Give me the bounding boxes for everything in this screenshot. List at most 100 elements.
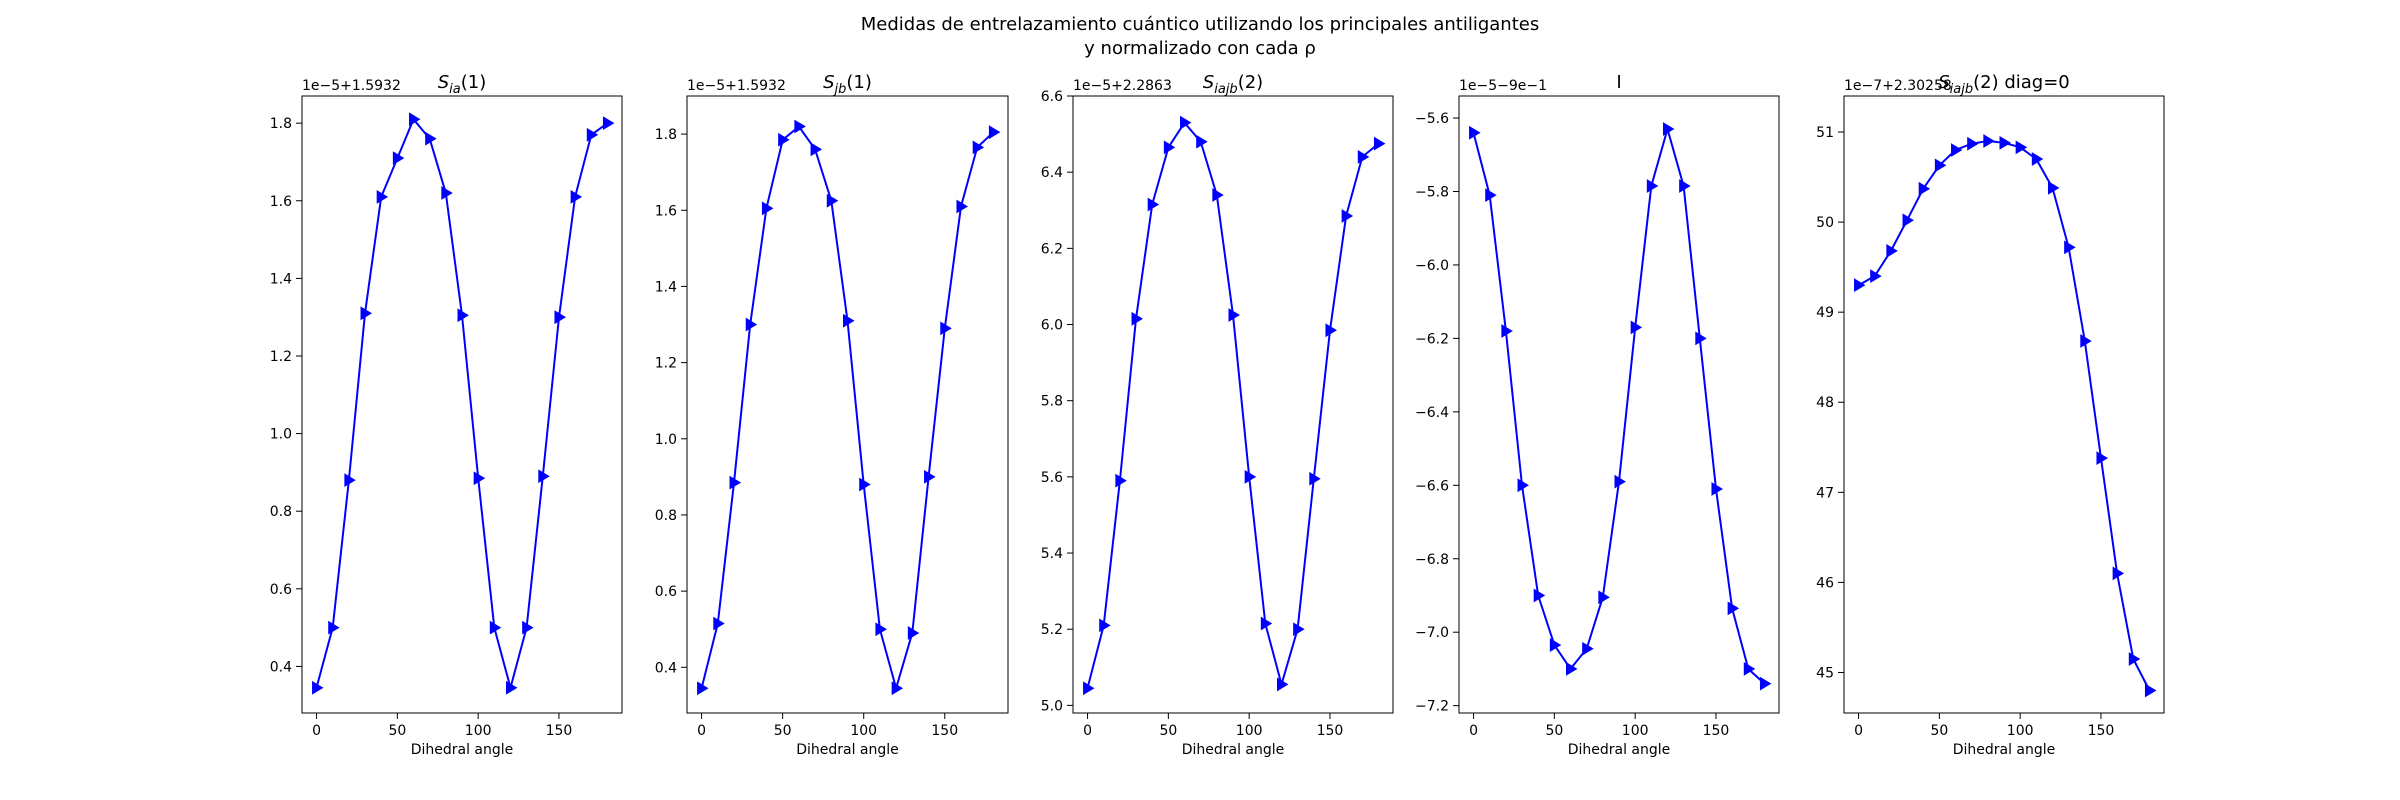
data-point bbox=[1357, 150, 1370, 164]
x-tick-label: 50 bbox=[1545, 723, 1563, 739]
data-point bbox=[729, 475, 741, 490]
x-tick-label: 0 bbox=[312, 723, 321, 739]
data-point bbox=[940, 321, 952, 336]
x-tick-label: 150 bbox=[931, 723, 958, 739]
x-tick-label: 150 bbox=[2088, 723, 2115, 739]
panel-title-subscript: jb bbox=[833, 82, 847, 97]
data-point bbox=[1325, 323, 1337, 338]
panel-title: I bbox=[1616, 72, 1621, 93]
x-tick-label: 100 bbox=[2007, 723, 2034, 739]
data-point bbox=[1549, 638, 1562, 652]
data-point bbox=[312, 680, 324, 695]
data-point bbox=[1614, 474, 1626, 489]
data-point bbox=[697, 681, 709, 696]
panel-title-tail: (1) bbox=[846, 72, 872, 93]
data-point bbox=[1918, 181, 1931, 196]
figure-title-line2: y normalizado con cada ρ bbox=[1084, 38, 1316, 59]
y-tick-label: −6.2 bbox=[1415, 331, 1449, 347]
y-offset-text: 1e−5+2.2863 bbox=[1073, 78, 1172, 94]
y-tick-label: 1.2 bbox=[655, 356, 677, 372]
data-point bbox=[1228, 308, 1240, 322]
x-tick-label: 150 bbox=[546, 723, 573, 739]
y-tick-label: 48 bbox=[1816, 395, 1834, 411]
x-tick-label: 100 bbox=[465, 723, 492, 739]
x-tick-label: 0 bbox=[697, 723, 706, 739]
data-point bbox=[1276, 677, 1289, 692]
y-tick-label: −7.2 bbox=[1415, 699, 1449, 715]
y-tick-label: −7.0 bbox=[1415, 625, 1449, 641]
data-point bbox=[1083, 681, 1095, 696]
data-point bbox=[1951, 143, 1963, 157]
y-tick-label: 46 bbox=[1816, 575, 1834, 591]
x-tick-label: 50 bbox=[774, 723, 792, 739]
data-point bbox=[602, 116, 615, 131]
data-point bbox=[1662, 122, 1675, 136]
data-point bbox=[1244, 469, 1257, 484]
y-tick-label: 49 bbox=[1816, 305, 1834, 321]
data-point bbox=[1517, 478, 1530, 493]
y-tick-label: 1.8 bbox=[270, 116, 292, 132]
y-tick-label: −6.4 bbox=[1415, 405, 1449, 421]
data-point bbox=[891, 681, 904, 696]
panel-title-tail: (2) diag=0 bbox=[1973, 72, 2070, 93]
plot-frame bbox=[301, 95, 623, 714]
data-point bbox=[713, 616, 725, 631]
y-tick-label: 1.2 bbox=[270, 349, 292, 365]
x-axis-label: Dihedral angle bbox=[1182, 742, 1285, 758]
data-point bbox=[1695, 331, 1707, 346]
y-tick-label: 0.4 bbox=[270, 659, 292, 675]
data-point bbox=[328, 620, 340, 635]
data-point bbox=[392, 151, 405, 165]
panel-title-base: S bbox=[823, 72, 834, 93]
y-tick-label: 1.4 bbox=[270, 271, 292, 287]
data-point bbox=[409, 112, 421, 127]
data-point bbox=[2064, 240, 2076, 255]
y-tick-label: 50 bbox=[1816, 215, 1834, 231]
data-point bbox=[1759, 676, 1772, 691]
data-point bbox=[2112, 566, 2125, 581]
x-tick-label: 100 bbox=[850, 723, 877, 739]
x-tick-label: 0 bbox=[1083, 723, 1092, 739]
chart-panel-4: I 1e−5−9e−1 0 50 100 150 −7.2 −7.0 −6.8 −6.6 −6.4 −… bbox=[1415, 72, 1780, 758]
y-tick-label: 1.0 bbox=[270, 427, 292, 443]
data-point bbox=[1679, 179, 1691, 193]
data-point bbox=[1582, 641, 1594, 656]
y-tick-label: 0.8 bbox=[655, 508, 677, 524]
data-point bbox=[2144, 683, 2157, 698]
data-point bbox=[1147, 197, 1160, 212]
chart-panel-3: Siajb(2) 1e−5+2.2863 0 50 100 150 5.0 5.2 5.4 5.6… bbox=[1041, 72, 1394, 758]
panel-title-base: S bbox=[1938, 72, 1949, 93]
x-tick-label: 100 bbox=[1236, 723, 1263, 739]
x-tick-label: 0 bbox=[1854, 723, 1863, 739]
plot-frame bbox=[1458, 95, 1780, 714]
data-point bbox=[2128, 652, 2141, 666]
data-point bbox=[1341, 209, 1354, 223]
y-tick-label: −6.6 bbox=[1415, 478, 1449, 494]
y-tick-label: 1.8 bbox=[655, 127, 677, 143]
y-tick-label: 1.6 bbox=[270, 194, 292, 210]
y-tick-label: 0.6 bbox=[270, 582, 292, 598]
y-tick-label: 1.0 bbox=[655, 432, 677, 448]
panel-title-subscript: iajb bbox=[1950, 82, 1973, 97]
chart-panel-1: Sia(1) 1e−5+1.5932 0 50 100 150 0.4 0.6 0.8 1.0 1.… bbox=[270, 72, 623, 758]
y-tick-label: 1.6 bbox=[655, 203, 677, 219]
x-axis-label: Dihedral angle bbox=[1953, 742, 2056, 758]
data-point bbox=[1934, 158, 1947, 173]
data-point bbox=[1743, 662, 1756, 676]
data-point bbox=[1309, 471, 1321, 486]
x-axis-label: Dihedral angle bbox=[411, 742, 514, 758]
data-point bbox=[875, 622, 887, 637]
panel-title-base: S bbox=[438, 72, 449, 93]
data-point bbox=[570, 190, 583, 204]
data-point bbox=[1533, 588, 1546, 603]
data-point bbox=[1196, 134, 1208, 149]
plot-frame bbox=[686, 95, 1009, 714]
panel-title-base: S bbox=[1203, 72, 1214, 93]
data-point bbox=[988, 125, 1001, 140]
data-point bbox=[1115, 473, 1127, 488]
data-point bbox=[344, 473, 356, 488]
data-point bbox=[489, 620, 502, 635]
data-point bbox=[473, 471, 486, 486]
